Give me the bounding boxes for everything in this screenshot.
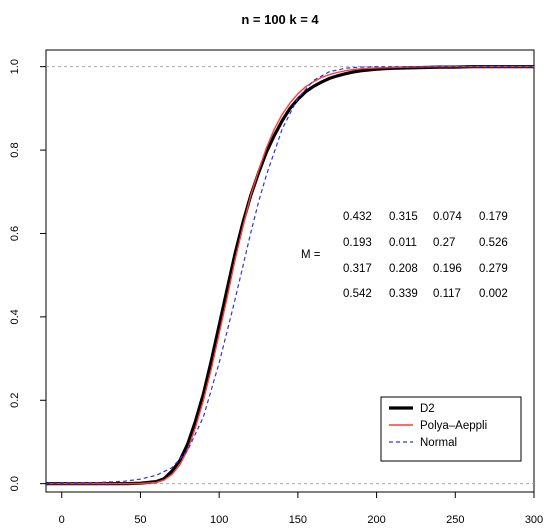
legend-entry: Polya–Aeppli <box>420 420 487 432</box>
series-line-normal <box>45 66 534 485</box>
matrix-cell: 0.432 <box>343 211 372 223</box>
matrix-cell: 0.542 <box>343 288 372 300</box>
x-tick-label: 0 <box>59 514 65 526</box>
matrix-cell: 0.315 <box>389 211 418 223</box>
matrix-cell: 0.526 <box>479 237 508 249</box>
matrix-cell: 0.27 <box>433 237 455 249</box>
legend-entry: D2 <box>420 403 435 415</box>
legend-entry: Normal <box>420 437 457 449</box>
y-tick-label: 0.6 <box>9 226 21 241</box>
matrix-cell: 0.279 <box>479 263 508 275</box>
y-tick-label: 0.0 <box>9 476 21 491</box>
y-tick-label: 0.2 <box>9 393 21 408</box>
y-tick-label: 0.4 <box>9 309 21 324</box>
x-tick-label: 200 <box>367 514 385 526</box>
x-tick-label: 250 <box>446 514 464 526</box>
matrix-cell: 0.117 <box>433 288 461 300</box>
matrix-cell: 0.002 <box>479 288 508 300</box>
x-tick-label: 50 <box>134 514 146 526</box>
y-tick-label: 1.0 <box>9 59 21 74</box>
matrix-cell: 0.074 <box>433 211 462 223</box>
matrix-cell: 0.208 <box>389 263 418 275</box>
y-tick-label: 0.8 <box>9 142 21 157</box>
matrix-cell: 0.339 <box>389 288 418 300</box>
series-line-d2 <box>46 65 534 486</box>
matrix-cell: 0.196 <box>433 263 462 275</box>
matrix-cell: 0.179 <box>479 211 508 223</box>
x-tick-label: 150 <box>289 514 307 526</box>
x-tick-label: 300 <box>525 514 543 526</box>
matrix-cell: 0.011 <box>389 237 417 249</box>
matrix-label: M = <box>301 249 321 261</box>
matrix-cell: 0.317 <box>343 263 372 275</box>
chart-title: n = 100 k = 4 <box>241 12 319 27</box>
matrix-cell: 0.193 <box>343 237 372 249</box>
x-tick-label: 100 <box>210 514 228 526</box>
